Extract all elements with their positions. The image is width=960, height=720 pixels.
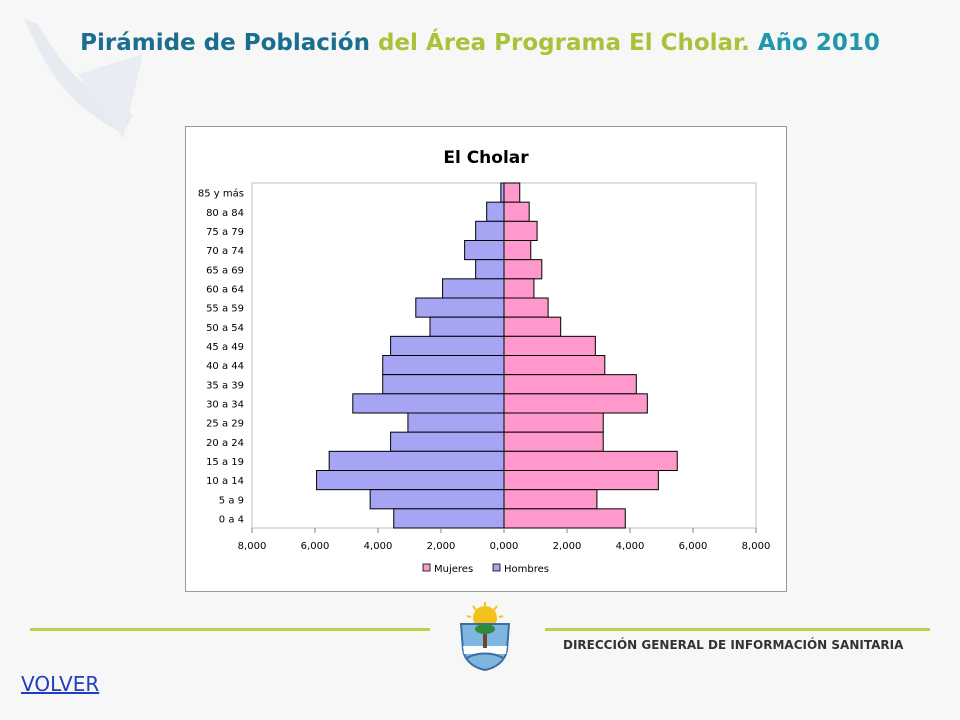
y-tick-label: 45 a 49 bbox=[206, 342, 244, 353]
bar-hombres bbox=[382, 374, 505, 395]
bar-hombres bbox=[316, 470, 505, 491]
y-tick-label: 65 a 69 bbox=[206, 265, 244, 276]
legend-swatch bbox=[422, 563, 431, 572]
y-tick-label: 50 a 54 bbox=[206, 323, 244, 334]
y-tick-label: 55 a 59 bbox=[206, 304, 244, 315]
arrow-watermark-icon bbox=[24, 18, 143, 139]
bar-hombres bbox=[415, 297, 505, 318]
title-part-2: del Área Programa El Cholar. bbox=[377, 30, 758, 56]
y-tick-label: 70 a 74 bbox=[206, 246, 244, 257]
slide-title: Pirámide de Población del Área Programa … bbox=[60, 28, 900, 59]
legend-swatch bbox=[492, 563, 501, 572]
bar-mujeres bbox=[503, 240, 532, 261]
bar-hombres bbox=[382, 355, 505, 376]
bar-mujeres bbox=[503, 412, 604, 433]
volver-link[interactable]: VOLVER bbox=[21, 672, 100, 696]
y-tick-label: 40 a 44 bbox=[206, 361, 244, 372]
bar-hombres bbox=[393, 508, 505, 529]
x-tick-label: 2,000 bbox=[553, 541, 582, 552]
bar-hombres bbox=[369, 489, 505, 510]
bar-mujeres bbox=[503, 374, 637, 395]
y-tick-label: 30 a 34 bbox=[206, 399, 244, 410]
bar-mujeres bbox=[503, 489, 598, 510]
neuquen-coat-of-arms-logo bbox=[459, 602, 511, 672]
chart-frame: El Cholar 85 y más 80 a 84 75 a 79 70 a 74 65… bbox=[185, 126, 787, 592]
y-tick-label: 5 a 9 bbox=[219, 495, 244, 506]
bar-hombres bbox=[475, 220, 505, 242]
bar-mujeres bbox=[503, 278, 535, 299]
bar-mujeres bbox=[503, 431, 604, 452]
bar-hombres bbox=[352, 393, 505, 414]
bar-hombres bbox=[328, 450, 505, 472]
footer-organization-text: DIRECCIÓN GENERAL DE INFORMACIÓN SANITAR… bbox=[563, 638, 904, 652]
bar-mujeres bbox=[503, 220, 538, 242]
bar-mujeres bbox=[503, 335, 596, 356]
x-tick-label: 8,000 bbox=[742, 541, 771, 552]
bar-mujeres bbox=[503, 393, 648, 414]
bar-hombres bbox=[464, 240, 505, 261]
bar-mujeres bbox=[503, 450, 678, 472]
x-tick-label: 6,000 bbox=[301, 541, 330, 552]
bar-mujeres bbox=[503, 201, 530, 222]
bar-hombres bbox=[390, 335, 505, 356]
footer-line-right bbox=[545, 628, 930, 631]
footer-line-left bbox=[30, 628, 430, 631]
bar-mujeres bbox=[503, 297, 549, 318]
y-tick-label: 20 a 24 bbox=[206, 438, 244, 449]
bar-hombres bbox=[475, 259, 505, 280]
x-tick-label: 2,000 bbox=[427, 541, 456, 552]
title-part-3: Año 2010 bbox=[757, 30, 880, 56]
y-tick-label: 75 a 79 bbox=[206, 227, 244, 238]
bar-mujeres bbox=[503, 259, 543, 280]
y-tick-label: 25 a 29 bbox=[206, 419, 244, 430]
population-pyramid-chart: El Cholar 85 y más 80 a 84 75 a 79 70 a 74 65… bbox=[198, 148, 771, 575]
x-tick-label: 6,000 bbox=[679, 541, 708, 552]
y-tick-label: 80 a 84 bbox=[206, 208, 244, 219]
legend-label: Hombres bbox=[504, 564, 549, 575]
x-tick-label: 8,000 bbox=[238, 541, 267, 552]
bar-mujeres bbox=[503, 355, 606, 376]
bar-hombres bbox=[442, 278, 505, 299]
y-tick-label: 15 a 19 bbox=[206, 457, 244, 468]
y-tick-label: 0 a 4 bbox=[219, 514, 244, 525]
bar-mujeres bbox=[503, 508, 626, 529]
y-tick-label: 60 a 64 bbox=[206, 284, 244, 295]
y-tick-label: 10 a 14 bbox=[206, 476, 244, 487]
bar-hombres bbox=[407, 412, 505, 433]
legend-label: Mujeres bbox=[434, 564, 473, 575]
x-tick-label: 4,000 bbox=[616, 541, 645, 552]
bar-hombres bbox=[429, 316, 505, 337]
bar-mujeres bbox=[503, 316, 562, 337]
y-tick-label: 85 y más bbox=[198, 188, 244, 200]
bar-mujeres bbox=[503, 182, 521, 203]
x-tick-label: 0,000 bbox=[490, 541, 519, 552]
bar-hombres bbox=[486, 201, 505, 222]
x-tick-label: 4,000 bbox=[364, 541, 393, 552]
bar-hombres bbox=[390, 431, 505, 452]
title-part-1: Pirámide de Población bbox=[80, 30, 378, 56]
chart-title: El Cholar bbox=[443, 148, 529, 168]
bar-mujeres bbox=[503, 470, 659, 491]
y-tick-label: 35 a 39 bbox=[206, 380, 244, 391]
